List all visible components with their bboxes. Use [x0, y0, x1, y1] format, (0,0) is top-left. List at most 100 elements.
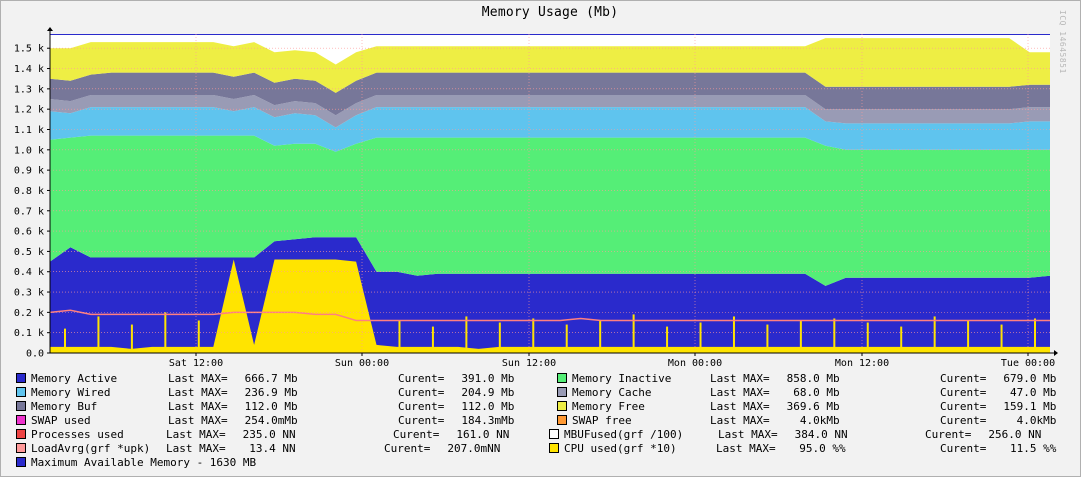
legend: Memory Active Last MAX= 666.7 Mb Curent= 391…: [0, 372, 1081, 476]
current-value: 11.5 %%: [1010, 442, 1057, 455]
legend-label: MBUFused(grf /100): [564, 428, 684, 441]
legend-label: CPU used(grf *10): [564, 442, 677, 455]
y-tick-label: 1.3 k: [14, 84, 44, 95]
plot-area: 0.0 0.1 k 0.2 k 0.3 k 0.4 k 0.5 k 0.6 k 0.7 k 0.…: [14, 27, 1058, 369]
current-value: 207.0mNN: [447, 442, 501, 455]
x-tick-label: Sat 12:00: [169, 358, 223, 369]
legend-current: Curent= 159.1 Mb: [940, 400, 1056, 414]
area-free: [50, 38, 1050, 93]
legend-current: Curent= 11.5 %%: [940, 442, 1056, 456]
legend-current: Curent= 207.0mNN: [384, 442, 500, 456]
current-value: 161.0 NN: [456, 428, 510, 441]
legend-item: Memory Inactive: [557, 372, 671, 386]
area-cache: [50, 107, 1050, 152]
legend-current: Curent= 4.0kMb: [940, 414, 1056, 428]
last-max-label: Last MAX=: [166, 428, 226, 441]
legend-item: Memory Buf: [16, 400, 97, 414]
legend-label: SWAP used: [31, 414, 91, 427]
legend-label: Maximum Available Memory - 1630 MB: [31, 456, 257, 469]
last-max-label: Last MAX=: [168, 400, 228, 413]
last-max-label: Last MAX=: [166, 442, 226, 455]
legend-last-max: Last MAX= 95.0 %%: [716, 442, 846, 456]
last-max-label: Last MAX=: [168, 414, 228, 427]
last-max-value: 95.0 %%: [799, 442, 846, 455]
legend-swatch: [549, 443, 559, 453]
y-tick-label: 1.2 k: [14, 105, 44, 116]
legend-swatch: [16, 387, 26, 397]
legend-item: LoadAvrg(grf *upk): [16, 442, 150, 456]
legend-last-max: Last MAX= 112.0 Mb: [168, 400, 298, 414]
current-label: Curent=: [940, 372, 987, 385]
legend-item: Memory Cache: [557, 386, 651, 400]
current-label: Curent=: [384, 442, 431, 455]
last-max-value: 858.0 Mb: [786, 372, 840, 385]
x-tick-label: Mon 12:00: [835, 358, 889, 369]
watermark: ICQ 14645851: [1058, 10, 1067, 74]
current-label: Curent=: [398, 372, 445, 385]
legend-swatch: [16, 457, 26, 467]
y-tick-label: 0.2 k: [14, 308, 44, 319]
legend-current: Curent= 161.0 NN: [393, 428, 509, 442]
current-label: Curent=: [398, 386, 445, 399]
legend-swatch: [16, 443, 26, 453]
last-max-value: 4.0kMb: [799, 414, 840, 427]
x-tick-label: Sun 12:00: [502, 358, 556, 369]
legend-swatch: [16, 415, 26, 425]
last-max-value: 666.7 Mb: [244, 372, 298, 385]
last-max-value: 384.0 NN: [794, 428, 848, 441]
legend-last-max: Last MAX= 236.9 Mb: [168, 386, 298, 400]
x-tick-label: Mon 00:00: [668, 358, 722, 369]
legend-last-max: Last MAX= 369.6 Mb: [710, 400, 840, 414]
legend-label: Memory Cache: [572, 386, 652, 399]
legend-swatch: [549, 429, 559, 439]
legend-last-max: Last MAX= 68.0 Mb: [710, 386, 840, 400]
legend-item: CPU used(grf *10): [549, 442, 677, 456]
legend-label: Memory Inactive: [572, 372, 672, 385]
current-value: 184.3mMb: [461, 414, 515, 427]
current-value: 256.0 NN: [988, 428, 1042, 441]
legend-item: SWAP used: [16, 414, 91, 428]
legend-swatch: [16, 429, 26, 439]
y-tick-label: 0.1 k: [14, 328, 44, 339]
area-inactive: [50, 135, 1050, 286]
y-tick-label: 0.0: [26, 349, 44, 360]
legend-last-max: Last MAX= 13.4 NN: [166, 442, 296, 456]
legend-item: Memory Wired: [16, 386, 110, 400]
legend-item: SWAP free: [557, 414, 632, 428]
legend-swatch: [557, 415, 567, 425]
x-axis-arrow: [1054, 350, 1058, 356]
current-label: Curent=: [925, 428, 972, 441]
last-max-label: Last MAX=: [710, 372, 770, 385]
current-value: 112.0 Mb: [461, 400, 515, 413]
last-max-value: 13.4 NN: [249, 442, 296, 455]
current-label: Curent=: [940, 400, 987, 413]
legend-current: Curent= 679.0 Mb: [940, 372, 1056, 386]
current-label: Curent=: [940, 442, 987, 455]
current-value: 159.1 Mb: [1003, 400, 1057, 413]
last-max-label: Last MAX=: [168, 372, 228, 385]
y-axis-arrow: [47, 27, 53, 31]
x-tick-label: Sun 00:00: [335, 358, 389, 369]
legend-item: Memory Free: [557, 400, 645, 414]
last-max-value: 112.0 Mb: [244, 400, 298, 413]
last-max-value: 236.9 Mb: [244, 386, 298, 399]
legend-last-max: Last MAX= 666.7 Mb: [168, 372, 298, 386]
y-tick-label: 0.6 k: [14, 227, 44, 238]
current-value: 47.0 Mb: [1010, 386, 1057, 399]
last-max-label: Last MAX=: [710, 400, 770, 413]
x-tick-label: Tue 00:00: [1001, 358, 1055, 369]
current-value: 391.0 Mb: [461, 372, 515, 385]
legend-swatch: [557, 387, 567, 397]
legend-label: Memory Active: [31, 372, 118, 385]
chart-title: Memory Usage (Mb): [481, 5, 619, 20]
y-tick-label: 0.4 k: [14, 267, 44, 278]
legend-swatch: [16, 401, 26, 411]
legend-label: Memory Free: [572, 400, 645, 413]
legend-current: Curent= 391.0 Mb: [398, 372, 514, 386]
last-max-label: Last MAX=: [718, 428, 778, 441]
legend-item: Maximum Available Memory - 1630 MB: [16, 456, 256, 470]
current-value: 4.0kMb: [1016, 414, 1057, 427]
current-value: 204.9 Mb: [461, 386, 515, 399]
y-tick-label: 0.7 k: [14, 206, 44, 217]
y-tick-label: 1.5 k: [14, 44, 44, 55]
